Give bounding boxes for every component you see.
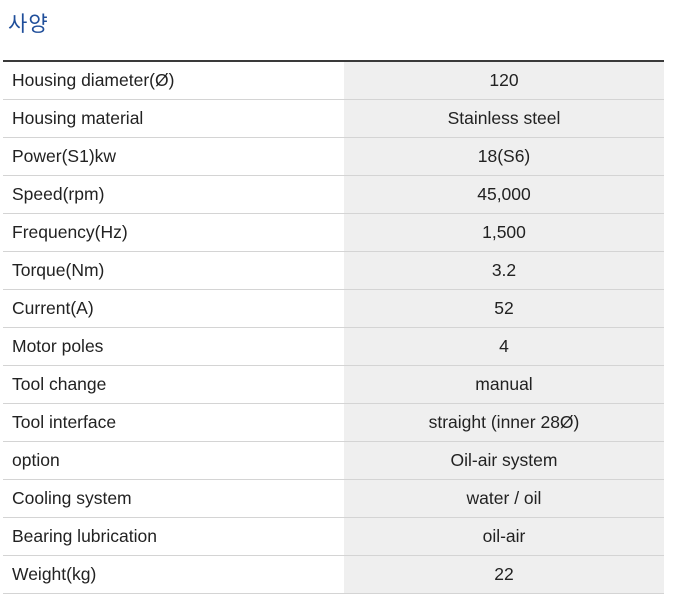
spec-value: Stainless steel xyxy=(344,99,664,138)
spec-label: Housing diameter(Ø) xyxy=(3,61,344,100)
spec-label: option xyxy=(3,441,344,480)
table-row: Torque(Nm) 3.2 xyxy=(3,251,664,290)
spec-value: 4 xyxy=(344,327,664,366)
section-title: 사양 xyxy=(8,12,49,36)
spec-label: Weight(kg) xyxy=(3,555,344,594)
table-row: Power(S1)kw 18(S6) xyxy=(3,137,664,176)
spec-table-body: Housing diameter(Ø) 120 Housing material… xyxy=(3,61,664,594)
table-row: Speed(rpm) 45,000 xyxy=(3,175,664,214)
table-row: Cooling system water / oil xyxy=(3,479,664,518)
table-row: Motor poles 4 xyxy=(3,327,664,366)
spec-value: 22 xyxy=(344,555,664,594)
spec-value: 18(S6) xyxy=(344,137,664,176)
table-row: Bearing lubrication oil-air xyxy=(3,517,664,556)
spec-label: Tool interface xyxy=(3,403,344,442)
table-row: Tool interface straight (inner 28Ø) xyxy=(3,403,664,442)
spec-label: Cooling system xyxy=(3,479,344,518)
table-row: Current(A) 52 xyxy=(3,289,664,328)
spec-label: Power(S1)kw xyxy=(3,137,344,176)
spec-value: 3.2 xyxy=(344,251,664,290)
spec-label: Torque(Nm) xyxy=(3,251,344,290)
spec-label: Tool change xyxy=(3,365,344,404)
table-row: Weight(kg) 22 xyxy=(3,555,664,594)
table-row: Frequency(Hz) 1,500 xyxy=(3,213,664,252)
spec-value: water / oil xyxy=(344,479,664,518)
spec-value: Oil-air system xyxy=(344,441,664,480)
table-row: Housing material Stainless steel xyxy=(3,99,664,138)
spec-value: 52 xyxy=(344,289,664,328)
spec-value: straight (inner 28Ø) xyxy=(344,403,664,442)
spec-value: 45,000 xyxy=(344,175,664,214)
spec-value: oil-air xyxy=(344,517,664,556)
spec-value: 120 xyxy=(344,61,664,100)
spec-label: Frequency(Hz) xyxy=(3,213,344,252)
spec-label: Bearing lubrication xyxy=(3,517,344,556)
spec-label: Speed(rpm) xyxy=(3,175,344,214)
table-row: Housing diameter(Ø) 120 xyxy=(3,61,664,100)
spec-label: Housing material xyxy=(3,99,344,138)
spec-label: Current(A) xyxy=(3,289,344,328)
table-row: option Oil-air system xyxy=(3,441,664,480)
spec-label: Motor poles xyxy=(3,327,344,366)
spec-table: Housing diameter(Ø) 120 Housing material… xyxy=(3,60,664,594)
spec-value: 1,500 xyxy=(344,213,664,252)
spec-value: manual xyxy=(344,365,664,404)
table-row: Tool change manual xyxy=(3,365,664,404)
